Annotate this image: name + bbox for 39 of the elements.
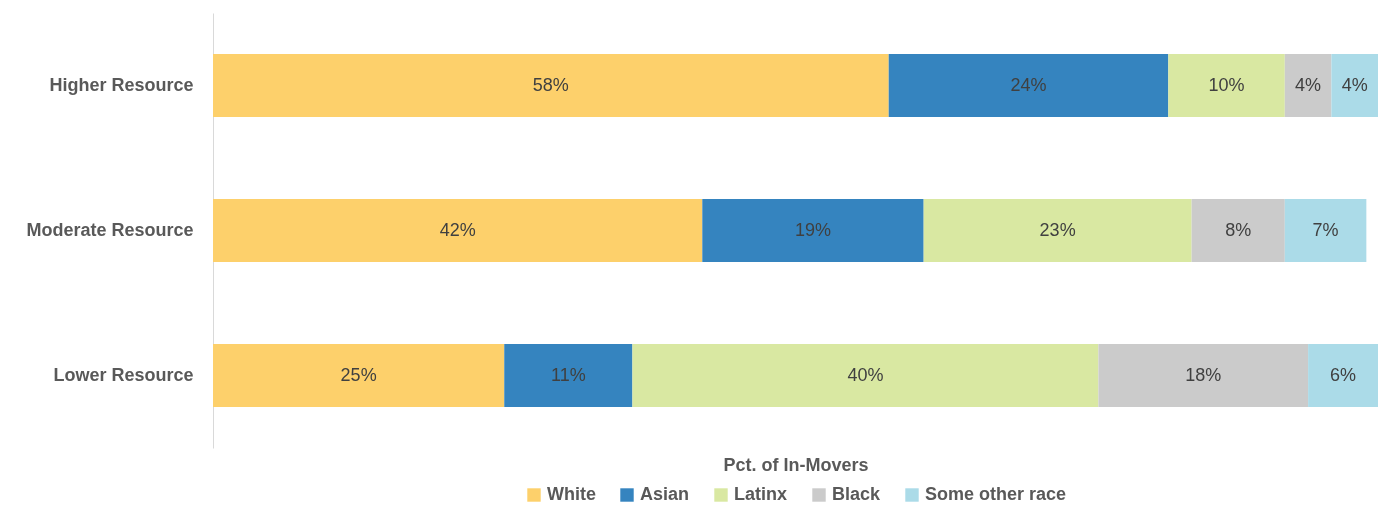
data-label: 25%	[340, 364, 377, 385]
bar	[213, 198, 703, 263]
y-tick-label: Moderate Resource	[26, 219, 194, 240]
bar	[632, 343, 1099, 408]
bar	[1191, 198, 1285, 263]
x-axis-title: Pct. of In-Movers	[723, 454, 869, 475]
legend-label: Some other race	[925, 484, 1067, 504]
legend-label: Black	[832, 484, 882, 504]
bar	[1098, 343, 1309, 408]
data-label: 40%	[847, 364, 884, 385]
legend-label: Latinx	[734, 484, 788, 504]
bar	[213, 343, 505, 408]
bar	[1331, 53, 1378, 118]
bar	[504, 343, 633, 408]
bar	[213, 53, 889, 118]
bar	[888, 53, 1169, 118]
data-label: 6%	[1330, 364, 1357, 385]
data-label: 7%	[1312, 219, 1339, 240]
bar	[923, 198, 1192, 263]
data-label: 42%	[439, 219, 476, 240]
data-label: 18%	[1185, 364, 1222, 385]
data-label: 8%	[1225, 219, 1252, 240]
y-tick-label: Lower Resource	[53, 364, 194, 385]
bar	[1308, 343, 1378, 408]
legend-label: Asian	[640, 484, 690, 504]
data-label: 4%	[1295, 74, 1322, 95]
data-label: 19%	[794, 219, 831, 240]
data-label: 4%	[1341, 74, 1368, 95]
legend-label: White	[547, 484, 596, 504]
data-label: 24%	[1010, 74, 1047, 95]
data-label: 10%	[1208, 74, 1245, 95]
data-label: 11%	[550, 364, 586, 385]
data-label: 23%	[1039, 219, 1076, 240]
bar	[1284, 53, 1332, 118]
bar	[1284, 198, 1367, 263]
bar	[702, 198, 924, 263]
bar	[1168, 53, 1285, 118]
y-tick-label: Higher Resource	[49, 74, 194, 95]
data-label: 58%	[532, 74, 569, 95]
